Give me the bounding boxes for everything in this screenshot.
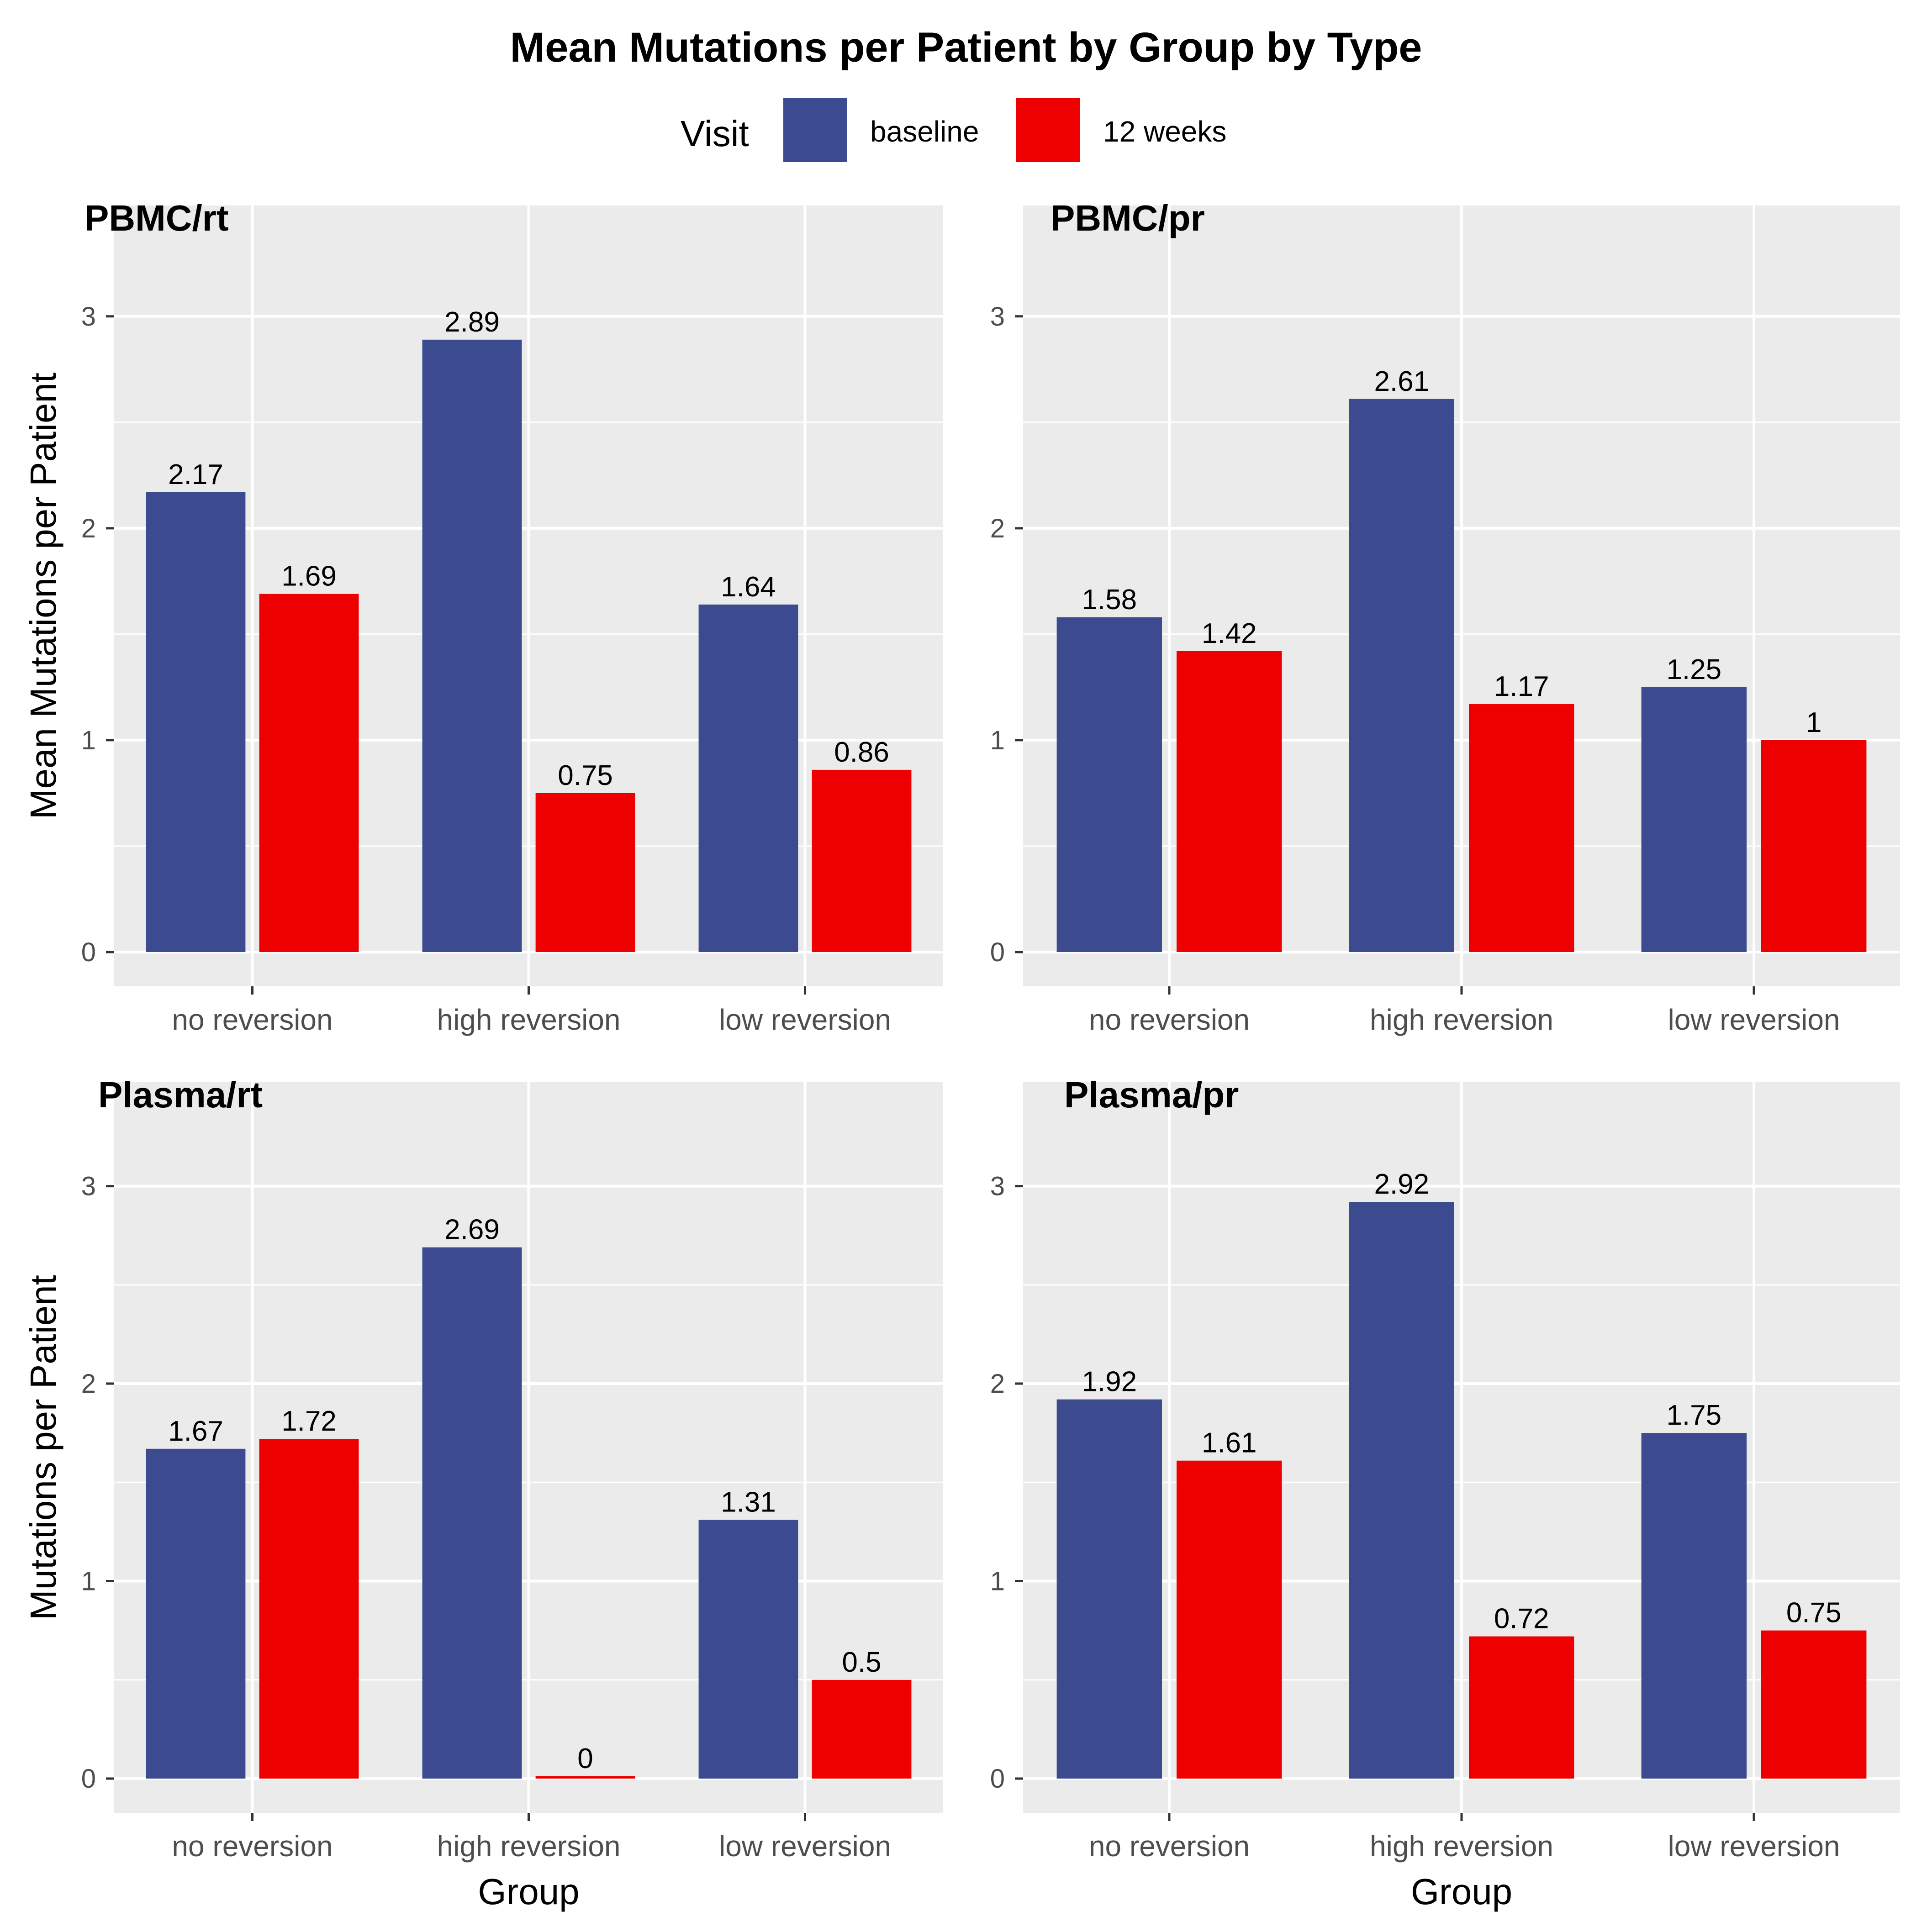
panel-title: Plasma/pr (1064, 1074, 1239, 1115)
y-tick-label: 0 (990, 1764, 1005, 1794)
y-tick-label: 1 (990, 1567, 1005, 1596)
y-tick-label: 2 (81, 514, 96, 543)
legend-swatch-12-weeks (1016, 98, 1080, 162)
data-label-12-weeks-low-reversion: 1 (1806, 707, 1821, 738)
y-tick-label: 3 (81, 1172, 96, 1201)
legend-swatch-baseline (783, 98, 847, 162)
bar-baseline-low-reversion (1641, 687, 1747, 952)
y-tick-label: 1 (990, 726, 1005, 755)
data-label-12-weeks-no-reversion: 1.72 (281, 1406, 337, 1437)
bar-baseline-high-reversion (1349, 1202, 1454, 1779)
data-label-baseline-low-reversion: 1.75 (1666, 1400, 1721, 1431)
x-tick-label-no-reversion: no reversion (172, 1830, 333, 1863)
x-tick-label-low-reversion: low reversion (1668, 1830, 1840, 1863)
panel-title: Plasma/rt (98, 1074, 263, 1115)
y-tick-label: 2 (990, 1369, 1005, 1399)
bar-12-weeks-no-reversion (259, 594, 359, 952)
panel-plasma-rt: 0 1 2 3 no reversion high reversion low revers… (23, 1074, 943, 1912)
bar-12-weeks-low-reversion (1761, 1630, 1867, 1779)
data-label-baseline-high-reversion: 2.69 (444, 1214, 500, 1246)
bar-baseline-no-reversion (146, 1448, 246, 1779)
data-label-12-weeks-no-reversion: 1.42 (1202, 618, 1257, 649)
data-label-baseline-low-reversion: 1.64 (721, 571, 776, 603)
bar-baseline-high-reversion (1349, 399, 1454, 952)
y-tick-label: 0 (81, 937, 96, 967)
data-label-baseline-no-reversion: 1.67 (168, 1416, 223, 1447)
data-label-baseline-low-reversion: 1.25 (1666, 654, 1721, 685)
legend-title: Visit (681, 113, 749, 154)
data-label-baseline-no-reversion: 2.17 (168, 459, 223, 490)
bar-baseline-low-reversion (698, 1520, 798, 1779)
panel-title: PBMC/pr (1051, 198, 1205, 238)
data-label-baseline-no-reversion: 1.58 (1082, 584, 1137, 616)
bar-12-weeks-high-reversion (1469, 704, 1574, 952)
data-label-baseline-high-reversion: 2.89 (444, 306, 500, 338)
data-label-baseline-no-reversion: 1.92 (1082, 1366, 1137, 1398)
legend-label-baseline: baseline (870, 115, 979, 148)
panel-pbmc-rt: 0 1 2 3 no reversion high reversion low revers… (23, 198, 943, 1036)
data-label-12-weeks-high-reversion: 0 (577, 1743, 593, 1774)
data-label-12-weeks-high-reversion: 0.72 (1494, 1603, 1549, 1635)
bar-12-weeks-high-reversion (1469, 1636, 1574, 1779)
data-label-12-weeks-no-reversion: 1.69 (281, 561, 337, 592)
y-tick-label: 1 (81, 726, 96, 755)
y-tick-label: 3 (990, 302, 1005, 332)
x-tick-label-high-reversion: high reversion (437, 1003, 621, 1036)
bar-12-weeks-high-reversion (535, 1776, 635, 1779)
panel-plasma-pr: 0 1 2 3 no reversion high reversion low revers… (990, 1074, 1900, 1912)
y-tick-label: 3 (81, 302, 96, 332)
x-axis-title: Group (478, 1871, 579, 1912)
x-tick-label-low-reversion: low reversion (719, 1003, 891, 1036)
y-tick-label: 1 (81, 1567, 96, 1596)
data-label-baseline-high-reversion: 2.92 (1374, 1169, 1429, 1200)
bar-12-weeks-high-reversion (535, 793, 635, 952)
y-tick-label: 2 (990, 514, 1005, 543)
data-label-12-weeks-low-reversion: 0.75 (1786, 1597, 1842, 1629)
y-tick-label: 0 (81, 1764, 96, 1794)
y-axis-title: Mutations per Patient (23, 1275, 63, 1620)
bar-baseline-no-reversion (1056, 617, 1162, 952)
bar-baseline-no-reversion (1056, 1399, 1162, 1779)
data-label-baseline-high-reversion: 2.61 (1374, 366, 1429, 397)
legend-label-12-weeks: 12 weeks (1103, 115, 1226, 148)
panel-pbmc-pr: 0 1 2 3 no reversion high reversion low revers… (990, 198, 1900, 1036)
data-label-baseline-low-reversion: 1.31 (721, 1486, 776, 1518)
y-axis-title: Mean Mutations per Patient (23, 373, 63, 819)
legend: Visit baseline 12 weeks (681, 98, 1226, 162)
bar-12-weeks-no-reversion (259, 1439, 359, 1779)
facet-panels: 0 1 2 3 no reversion high reversion low revers… (23, 198, 1900, 1912)
data-label-12-weeks-no-reversion: 1.61 (1202, 1427, 1257, 1459)
data-label-12-weeks-high-reversion: 1.17 (1494, 671, 1549, 702)
x-tick-label-low-reversion: low reversion (719, 1830, 891, 1863)
bar-baseline-high-reversion (422, 1247, 522, 1779)
bar-baseline-high-reversion (422, 339, 522, 952)
panel-title: PBMC/rt (84, 198, 229, 238)
data-label-12-weeks-high-reversion: 0.75 (558, 760, 613, 791)
data-label-12-weeks-low-reversion: 0.86 (834, 737, 889, 768)
x-tick-label-no-reversion: no reversion (1089, 1830, 1250, 1863)
y-tick-label: 2 (81, 1369, 96, 1399)
x-tick-label-high-reversion: high reversion (1370, 1830, 1553, 1863)
x-tick-label-high-reversion: high reversion (1370, 1003, 1553, 1036)
bar-12-weeks-low-reversion (1761, 740, 1867, 952)
y-tick-label: 3 (990, 1172, 1005, 1201)
bar-baseline-low-reversion (1641, 1433, 1747, 1779)
bar-baseline-no-reversion (146, 492, 246, 952)
bar-12-weeks-no-reversion (1177, 651, 1282, 952)
chart-title: Mean Mutations per Patient by Group by T… (510, 24, 1422, 71)
bar-12-weeks-low-reversion (812, 769, 912, 952)
x-tick-label-no-reversion: no reversion (172, 1003, 333, 1036)
x-tick-label-no-reversion: no reversion (1089, 1003, 1250, 1036)
bar-12-weeks-low-reversion (812, 1679, 912, 1779)
bar-12-weeks-no-reversion (1177, 1460, 1282, 1779)
x-tick-label-low-reversion: low reversion (1668, 1003, 1840, 1036)
y-tick-label: 0 (990, 937, 1005, 967)
x-tick-label-high-reversion: high reversion (437, 1830, 621, 1863)
x-axis-title: Group (1411, 1871, 1512, 1912)
bar-baseline-low-reversion (698, 604, 798, 952)
data-label-12-weeks-low-reversion: 0.5 (842, 1647, 881, 1678)
